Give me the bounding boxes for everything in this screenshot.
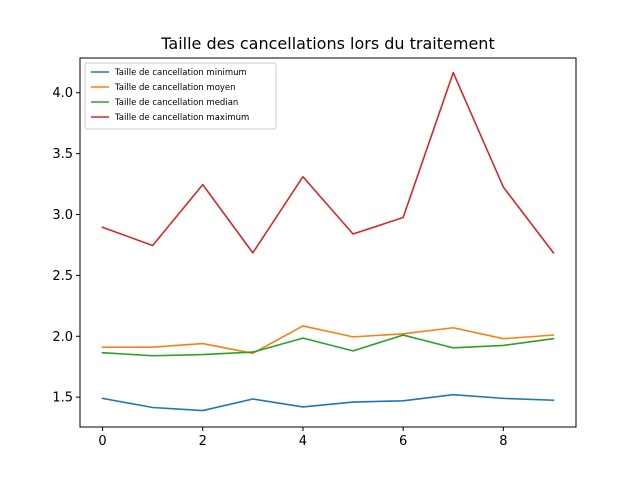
x-tick-label: 8 <box>499 434 507 449</box>
legend-label: Taille de cancellation median <box>114 98 238 108</box>
y-tick-label: 2.0 <box>52 330 73 345</box>
legend-label: Taille de cancellation maximum <box>114 113 249 123</box>
y-tick-label: 3.0 <box>52 208 73 223</box>
chart-title: Taille des cancellations lors du traitem… <box>160 34 494 53</box>
y-tick-label: 4.0 <box>52 86 73 101</box>
x-tick-label: 0 <box>98 434 106 449</box>
plot-area: 0 2 4 6 8 1.5 2.0 2.5 3.0 3.5 4.0 <box>52 57 577 449</box>
legend: Taille de cancellation minimum Taille de … <box>84 62 277 130</box>
axes-frame <box>79 57 577 428</box>
series-line <box>101 325 555 355</box>
x-tick-label: 4 <box>299 434 307 449</box>
series-line <box>101 71 555 254</box>
x-tick-label: 2 <box>199 434 207 449</box>
x-tick-label: 6 <box>399 434 407 449</box>
series-lines <box>101 71 555 412</box>
legend-box <box>84 62 277 130</box>
legend-label: Taille de cancellation minimum <box>114 68 247 78</box>
series-line <box>101 334 555 357</box>
y-tick-label: 3.5 <box>52 147 73 162</box>
series-line <box>101 393 555 412</box>
y-tick-label: 2.5 <box>52 269 73 284</box>
y-tick-label: 1.5 <box>52 391 73 406</box>
legend-label: Taille de cancellation moyen <box>114 83 236 93</box>
